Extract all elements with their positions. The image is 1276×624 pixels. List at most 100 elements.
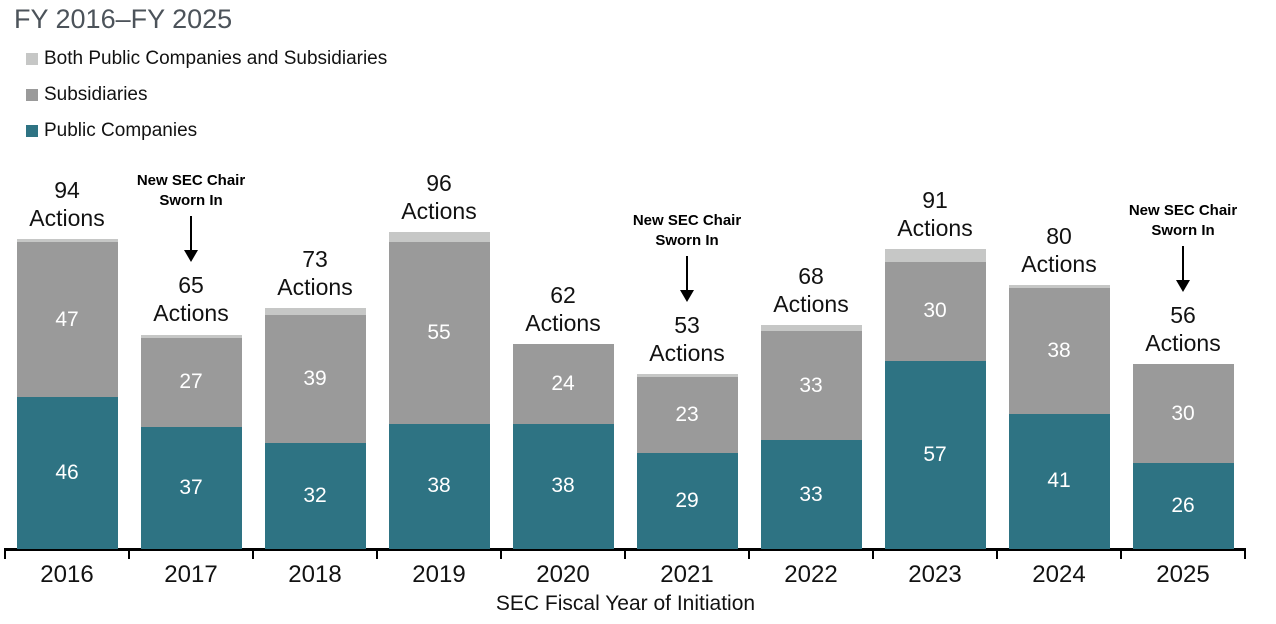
bar-header: 96 Actions (364, 169, 514, 225)
bar-segment-value: 37 (179, 475, 203, 499)
bar-segment (264, 308, 366, 315)
legend-item-subsidiaries: Subsidiaries (26, 82, 387, 108)
bar-segment (140, 426, 242, 549)
bar-segment (16, 238, 118, 243)
bar-segment (388, 232, 490, 243)
bar-segment-value: 41 (1047, 469, 1071, 493)
legend-item-both: Both Public Companies and Subsidiaries (26, 46, 387, 72)
bar-header: 91 Actions (860, 186, 1010, 242)
bar-segment-value: 23 (675, 403, 699, 427)
bar-segment-value: 33 (799, 482, 823, 506)
bar-segment-value: 55 (427, 320, 451, 344)
bar-segment (760, 331, 862, 441)
x-axis-category-label: 2022 (784, 561, 838, 588)
bar-segment (264, 314, 366, 444)
bar-total-suffix: Actions (525, 310, 601, 337)
bar-segment (1008, 285, 1110, 289)
bar-header: 94 Actions (0, 176, 142, 232)
bar-total-suffix: Actions (401, 198, 477, 225)
bar-segment (884, 248, 986, 262)
x-axis-tick (4, 549, 6, 559)
bar-segment (884, 360, 986, 549)
bar-segment (140, 334, 242, 338)
bar-segment (16, 397, 118, 549)
x-axis-tick (500, 549, 502, 559)
bar-total-value: 96 (426, 170, 452, 197)
legend-item-public-companies: Public Companies (26, 118, 387, 144)
bar-total-value: 91 (922, 186, 948, 213)
x-axis-title: SEC Fiscal Year of Initiation (495, 592, 756, 615)
legend-swatch-public-companies-icon (26, 125, 38, 137)
bar-segment (636, 377, 738, 454)
bar-segment-value: 33 (799, 373, 823, 397)
x-axis-category-label: 2021 (660, 561, 714, 588)
bar-segment (1008, 413, 1110, 549)
bar-segment-value: 38 (1047, 339, 1071, 362)
bar-segment (264, 443, 366, 549)
x-axis-tick (872, 549, 874, 559)
bar-segment (1132, 463, 1234, 549)
bar-segment-value: 57 (923, 442, 947, 466)
bar-segment-value: 24 (551, 372, 575, 395)
x-axis-category-label: 2025 (1156, 561, 1210, 588)
legend-label: Public Companies (44, 120, 198, 141)
x-axis-tick (1244, 549, 1246, 559)
bar-header: New SEC Chair Sworn In 56 Actions (1108, 201, 1258, 358)
x-axis-category-label: 2016 (40, 561, 94, 588)
bar-total-value: 94 (54, 176, 80, 203)
bar-header: 80 Actions (984, 222, 1134, 278)
bar-total-value: 73 (302, 246, 328, 273)
bar-header: New SEC Chair Sworn In 53 Actions (612, 211, 762, 368)
chart-legend: Both Public Companies and Subsidiaries S… (26, 46, 387, 154)
bar-total-suffix: Actions (153, 300, 229, 327)
annotation-arrow-down-icon (680, 290, 694, 303)
bar-segment (1008, 288, 1110, 414)
bar-segment-value: 46 (55, 461, 79, 485)
bar-segment (388, 242, 490, 424)
bar-total-value: 68 (798, 262, 824, 289)
annotation-arrow-line (1182, 246, 1184, 281)
annotation-text: New SEC Chair Sworn In (632, 211, 742, 249)
bar-segment-value: 32 (303, 484, 327, 508)
annotation-text: New SEC Chair Sworn In (1128, 201, 1238, 239)
bar-segment-value: 38 (551, 474, 575, 498)
annotation-arrow-line (686, 256, 688, 291)
bar-total-value: 65 (178, 272, 204, 299)
chart-title: FY 2016–FY 2025 (14, 4, 233, 34)
bar-segment-value: 27 (179, 370, 203, 394)
x-axis-tick (624, 549, 626, 559)
bar-total-suffix: Actions (1021, 250, 1097, 277)
bar-segment (1132, 364, 1234, 464)
bar-segment-value: 39 (303, 367, 327, 391)
bar-total-suffix: Actions (277, 274, 353, 301)
x-axis-category-label: 2024 (1032, 561, 1086, 588)
bar-segment (140, 337, 242, 427)
bar-segment (512, 423, 614, 549)
annotation-arrow-down-icon (184, 250, 198, 263)
bar-total-value: 62 (550, 282, 576, 309)
bar-segment-value: 30 (923, 299, 947, 323)
bar-header: 62 Actions (488, 281, 638, 337)
bar-total-value: 56 (1170, 302, 1196, 329)
x-axis-tick (376, 549, 378, 559)
bar-segment-value: 30 (1171, 401, 1195, 425)
bar-header: 68 Actions (736, 262, 886, 318)
bar-header: New SEC Chair Sworn In 65 Actions (116, 171, 266, 328)
x-axis-category-label: 2019 (412, 561, 466, 588)
x-axis-category-label: 2023 (908, 561, 962, 588)
bar-segment (388, 423, 490, 549)
annotation-arrow-down-icon (1176, 280, 1190, 293)
legend-label: Both Public Companies and Subsidiaries (44, 48, 388, 69)
x-axis-tick (128, 549, 130, 559)
bar-segment (16, 242, 118, 398)
x-axis-category-label: 2020 (536, 561, 590, 588)
bar-total-suffix: Actions (773, 290, 849, 317)
bar-total-suffix: Actions (897, 214, 973, 241)
x-axis-tick (1120, 549, 1122, 559)
x-axis-category-label: 2017 (164, 561, 218, 588)
x-axis-category-label: 2018 (288, 561, 342, 588)
bar-segment-value: 38 (427, 474, 451, 498)
bar-segment-value: 29 (675, 489, 699, 513)
bar-total-suffix: Actions (29, 204, 105, 231)
